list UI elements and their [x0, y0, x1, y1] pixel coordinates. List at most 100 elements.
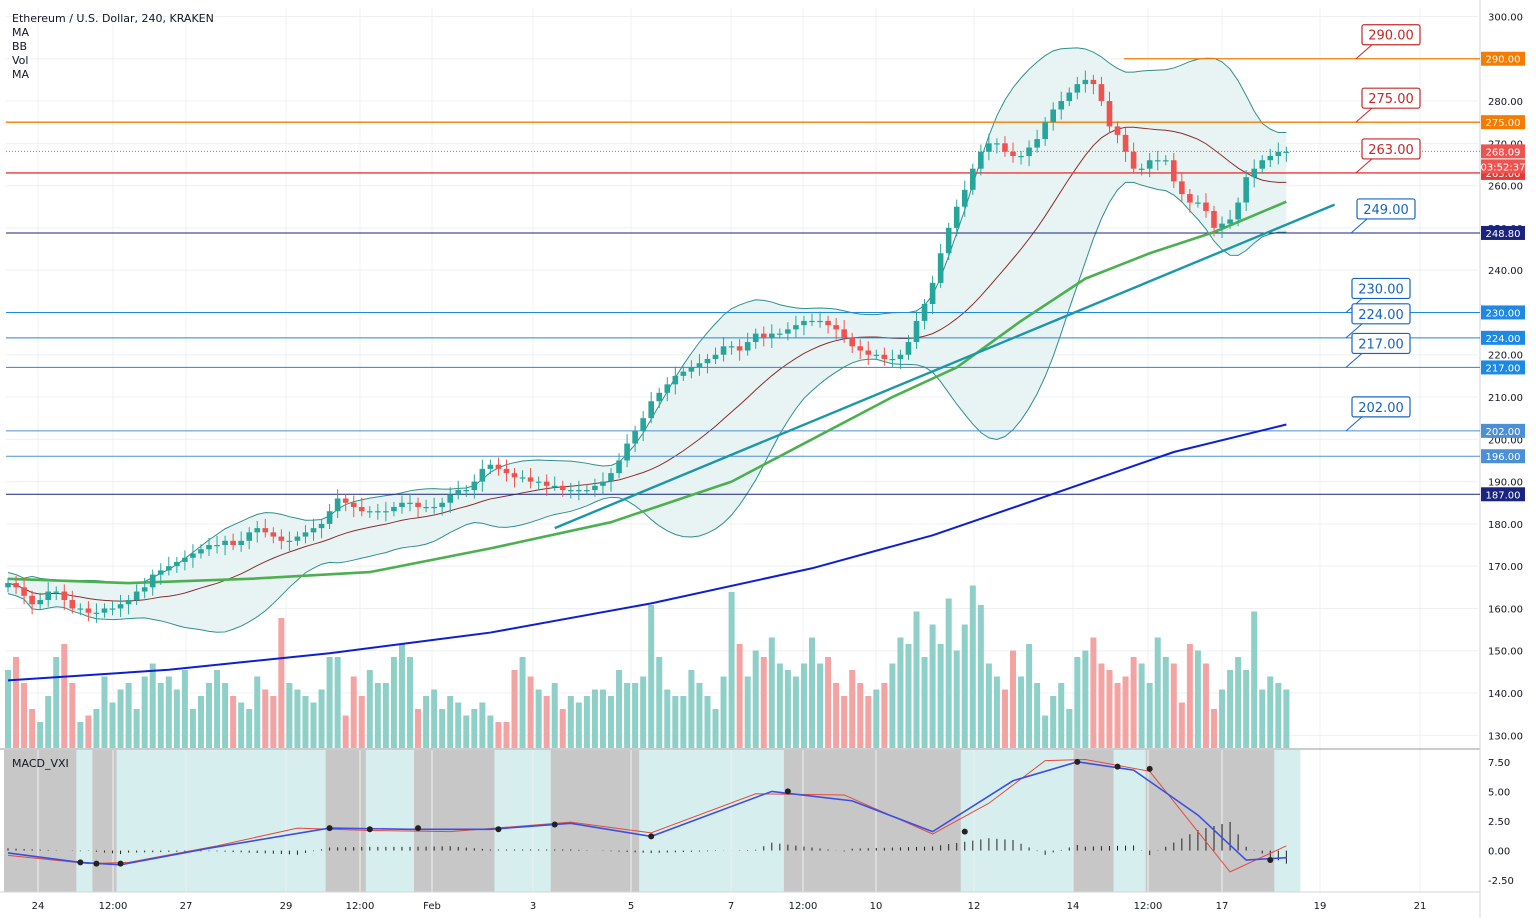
level-tag-label: 290.00	[1368, 29, 1414, 44]
time-tick-label: 5	[628, 901, 634, 912]
level-tag-box	[1351, 332, 1411, 355]
price-axis-tag-label: 275.00	[1486, 118, 1521, 129]
macd-band-3	[414, 750, 495, 892]
macd-legend[interactable]: MACD_VXI	[12, 757, 69, 770]
price-axis-tag	[1481, 330, 1525, 345]
volume-bar	[728, 592, 735, 748]
level-tag-label: 263.00	[1368, 143, 1414, 158]
volume-bar	[640, 676, 647, 748]
price-tick-label: 160.00	[1488, 604, 1523, 615]
level-tag-5: 224.00	[1345, 303, 1411, 339]
volume-bar	[736, 644, 743, 748]
candle-body	[278, 536, 285, 541]
volume-bar	[945, 598, 952, 748]
volume-bar	[567, 696, 574, 748]
candle-body	[133, 591, 140, 600]
time-tick-label: 12:00	[789, 901, 818, 912]
candle-body	[182, 557, 188, 562]
bollinger-upper	[7, 47, 1287, 584]
price-axis-tag-label: 248.80	[1486, 229, 1521, 240]
volume-bar	[1283, 689, 1290, 748]
volume-bar	[1170, 663, 1177, 748]
price-tick-label: 170.00	[1488, 562, 1523, 573]
candle-body	[117, 604, 124, 609]
volume-bar	[29, 709, 36, 748]
volume-bar	[286, 683, 293, 748]
legend-ma[interactable]: MA	[12, 26, 30, 39]
level-tag-4: 230.00	[1345, 277, 1411, 313]
volume-bar	[350, 676, 357, 748]
volume-bar	[543, 696, 550, 748]
candle-body	[77, 608, 84, 610]
candle-body	[825, 320, 831, 326]
level-tag-1: 275.00	[1355, 87, 1421, 123]
countdown-label: 03:52:37	[1481, 162, 1526, 173]
candle-body	[680, 371, 687, 376]
legend-vol[interactable]: Vol	[12, 54, 29, 67]
volume-bar	[752, 650, 759, 748]
price-axis-tag-label: 290.00	[1486, 55, 1521, 66]
price-tick-label: 300.00	[1488, 12, 1523, 23]
volume-bar	[1082, 650, 1089, 748]
candle-body	[809, 320, 815, 323]
macd-crossover-dot	[551, 821, 558, 828]
volume-bar	[833, 683, 840, 748]
volume-bar	[206, 683, 212, 748]
volume-bar	[222, 683, 229, 748]
volume-bar	[1074, 657, 1081, 748]
volume-bar	[921, 657, 928, 748]
price-axis-tag	[1481, 305, 1525, 320]
volume-bar	[1106, 670, 1113, 748]
candle-body	[1002, 143, 1008, 152]
volume-bar	[527, 676, 534, 748]
volume-bar	[21, 683, 28, 748]
level-tag-pointer	[1355, 158, 1373, 174]
candle-body	[262, 528, 269, 533]
candle-body	[391, 506, 397, 512]
candle-body	[149, 574, 156, 588]
volume-bar	[985, 663, 992, 748]
candle-body	[1283, 151, 1290, 153]
candle-body	[1066, 92, 1073, 102]
candle-body	[1154, 160, 1161, 162]
candle-body	[929, 282, 936, 304]
volume-bar	[423, 696, 430, 748]
legend-ma2[interactable]: MA	[12, 68, 30, 81]
volume-bar	[712, 709, 719, 748]
candle-body	[367, 511, 373, 513]
candle-body	[986, 143, 992, 152]
volume-bar	[656, 657, 663, 748]
candle-body	[479, 468, 486, 482]
candle-body	[704, 358, 711, 364]
volume-bar	[262, 689, 269, 748]
macd-crossover-dot	[77, 859, 84, 866]
candle-body	[1034, 139, 1040, 148]
time-tick-label: 27	[180, 901, 193, 912]
time-tick-label: 10	[870, 901, 883, 912]
candle-body	[777, 333, 783, 335]
candle-body	[230, 540, 236, 546]
macd-crossover-dot	[415, 825, 422, 832]
candle-body	[712, 354, 719, 359]
volume-bar	[246, 709, 253, 748]
candle-body	[334, 498, 341, 512]
price-tick-label: 200.00	[1488, 435, 1523, 446]
level-tag-label: 275.00	[1368, 92, 1414, 107]
volume-bar	[471, 709, 478, 748]
candle-body	[535, 481, 542, 483]
volume-bar	[809, 637, 815, 748]
volume-bar	[897, 637, 904, 748]
candle-body	[37, 600, 43, 605]
candle-body	[576, 490, 582, 492]
legend-bb[interactable]: BB	[12, 40, 28, 53]
candle-body	[1082, 79, 1089, 85]
price-axis-tag	[1481, 51, 1525, 66]
price-axis-tag-label: 202.00	[1486, 427, 1521, 438]
volume-bar	[1066, 709, 1073, 748]
macd-band-2	[325, 750, 366, 892]
candle-body	[688, 367, 695, 372]
volume-bar	[865, 696, 872, 748]
candle-body	[728, 346, 735, 348]
volume-bar	[1114, 683, 1121, 748]
